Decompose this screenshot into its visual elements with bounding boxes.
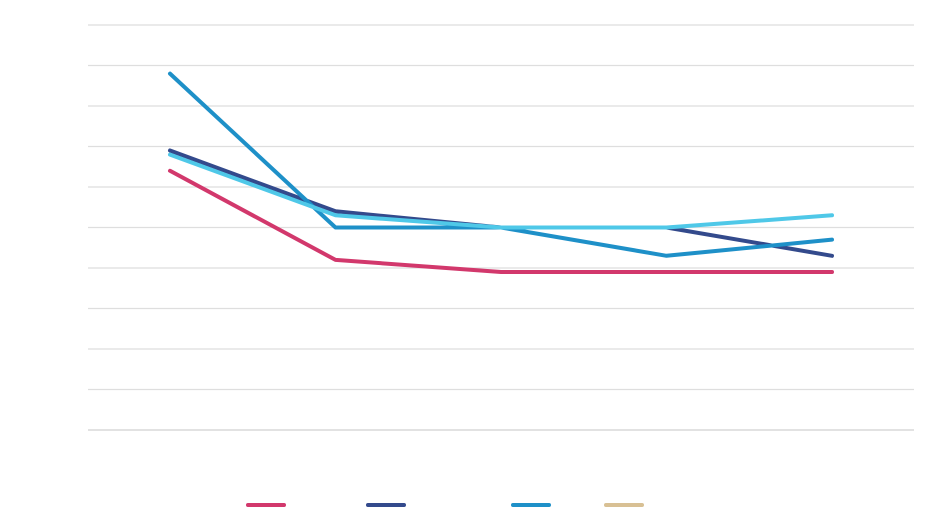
legend xyxy=(246,503,644,507)
series-line-1 xyxy=(168,168,834,274)
legend-swatch-2 xyxy=(366,503,406,507)
legend-swatch-4 xyxy=(604,503,644,507)
series-lines xyxy=(168,71,834,274)
series-line-4 xyxy=(168,152,834,230)
legend-swatch-3 xyxy=(511,503,551,507)
legend-swatch-1 xyxy=(246,503,286,507)
